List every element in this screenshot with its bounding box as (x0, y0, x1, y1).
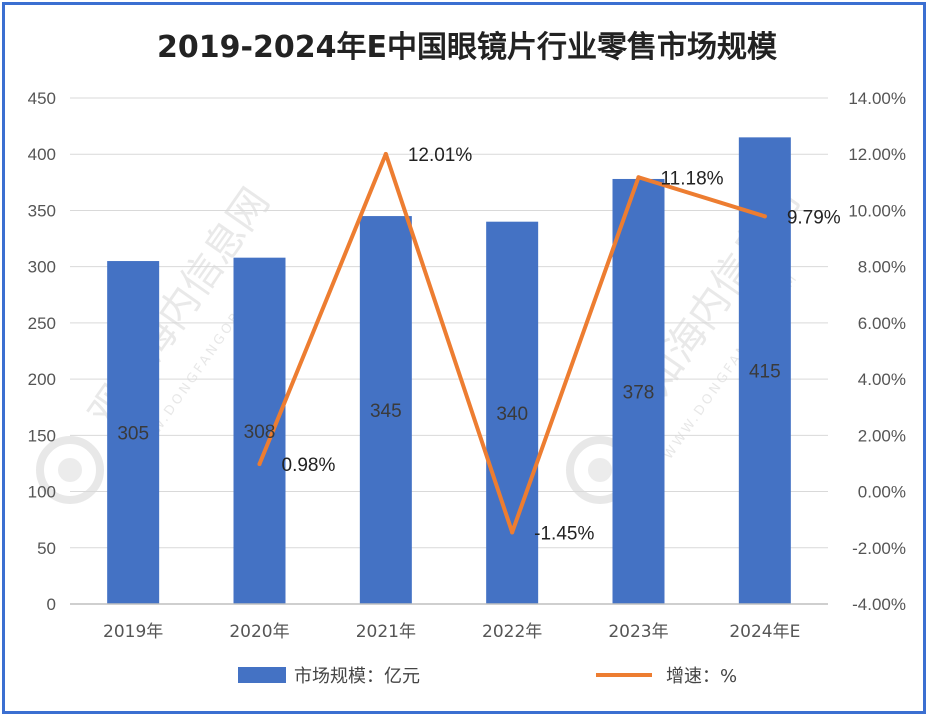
bar-value-label: 308 (244, 422, 276, 443)
legend-label-line: 增速：% (666, 666, 737, 687)
bar (359, 216, 412, 605)
y-right-tick-label: -4.00% (852, 595, 906, 614)
y-left-tick-label: 200 (28, 370, 56, 389)
watermark-logo-center (58, 458, 82, 482)
bar (233, 257, 286, 604)
watermark-logo-center (588, 458, 612, 482)
y-right-tick-label: 2.00% (858, 426, 906, 445)
y-left-tick-label: 0 (47, 595, 56, 614)
bar (486, 221, 539, 604)
line-point (636, 175, 641, 180)
data-labels: 305 308 345 340 378 415 0.98% 12.01% -1.45% 11.18… (117, 145, 840, 544)
y-right-tick-label: 12.00% (848, 145, 906, 164)
bar-value-label: 345 (370, 401, 402, 422)
y-left-tick-label: 300 (28, 258, 56, 277)
line-series (257, 151, 767, 535)
gridlines (70, 97, 828, 549)
line-value-label: 12.01% (408, 145, 473, 166)
x-tick-label: 2022年 (482, 622, 542, 642)
right-axis: -4.00% -2.00% 0.00% 2.00% 4.00% 6.00% 8.00% 10.… (848, 89, 906, 614)
x-axis: 2019年 2020年 2021年 2022年 2023年 2024年E (70, 603, 828, 642)
x-tick-label: 2023年 (608, 622, 668, 642)
bar-value-label: 305 (117, 424, 149, 445)
line-value-label: 9.79% (787, 207, 841, 228)
line-value-label: 0.98% (282, 455, 336, 476)
bar-value-label: 340 (496, 404, 528, 425)
line-value-label: 11.18% (661, 168, 724, 189)
y-left-tick-label: 50 (37, 539, 56, 558)
line-point (257, 462, 262, 467)
legend: 市场规模：亿元 增速：% (238, 666, 737, 687)
watermark-logo (36, 436, 104, 504)
x-tick-label: 2021年 (356, 622, 416, 642)
bar-value-label: 378 (623, 382, 655, 403)
y-left-tick-label: 450 (28, 89, 56, 108)
chart-title: 2019-2024年E中国眼镜片行业零售市场规模 (157, 30, 777, 65)
y-right-tick-label: 14.00% (848, 89, 906, 108)
y-right-tick-label: -2.00% (852, 539, 906, 558)
y-left-tick-label: 250 (28, 314, 56, 333)
y-left-tick-label: 100 (28, 483, 56, 502)
line-point (510, 530, 515, 535)
x-tick-label: 2020年 (229, 622, 289, 642)
line-value-label: -1.45% (534, 523, 594, 544)
legend-swatch-bar (238, 667, 286, 683)
y-right-tick-label: 10.00% (848, 201, 906, 220)
y-right-tick-label: 4.00% (858, 370, 906, 389)
y-left-tick-label: 400 (28, 145, 56, 164)
y-left-tick-label: 350 (28, 201, 56, 220)
legend-label-bar: 市场规模：亿元 (294, 666, 420, 687)
x-tick-label: 2024年E (729, 622, 800, 642)
y-right-tick-label: 6.00% (858, 314, 906, 333)
y-right-tick-label: 0.00% (858, 483, 906, 502)
bar (107, 261, 160, 604)
line-point (383, 151, 388, 156)
y-right-tick-label: 8.00% (858, 258, 906, 277)
line-point (762, 214, 767, 219)
bar (612, 178, 665, 604)
bar-value-label: 415 (749, 362, 781, 383)
y-left-tick-label: 150 (28, 426, 56, 445)
left-axis: 0 50 100 150 200 250 300 350 400 450 (28, 89, 56, 614)
x-tick-label: 2019年 (103, 622, 163, 642)
